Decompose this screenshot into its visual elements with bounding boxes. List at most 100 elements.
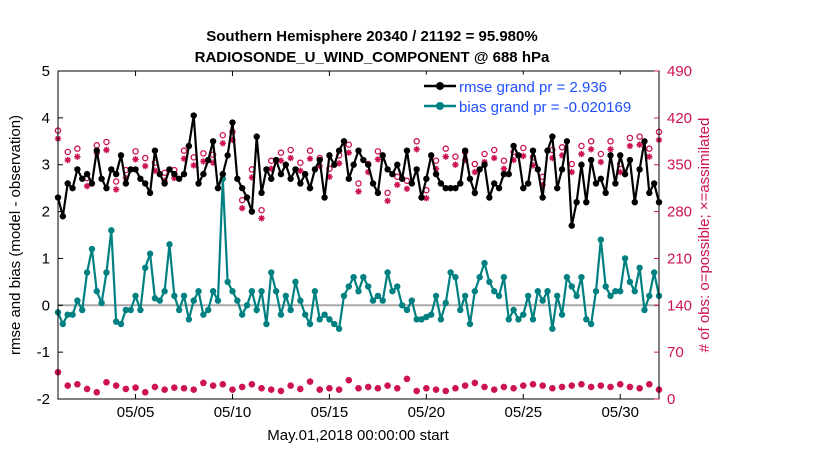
rmse-point — [200, 170, 207, 178]
bias-point — [428, 311, 435, 318]
obs-low-assimilated-marker — [539, 382, 546, 389]
bias-point — [132, 292, 139, 300]
rmse-point — [306, 184, 314, 192]
obs-low-assimilated-marker — [403, 375, 411, 383]
rmse-point — [554, 184, 561, 192]
bias-point — [277, 311, 285, 318]
y-tick-label: -1 — [37, 344, 50, 361]
rmse-point — [524, 180, 532, 187]
bias-point — [345, 283, 353, 290]
bias-point — [534, 288, 542, 295]
obs-possible-marker — [103, 138, 110, 146]
rmse-point — [185, 142, 193, 150]
rmse-point — [641, 138, 648, 145]
rmse-point — [74, 166, 81, 173]
rmse-point — [69, 184, 76, 192]
rmse-point — [529, 147, 537, 154]
bias-point — [617, 288, 624, 295]
obs-assimilated-marker — [529, 162, 537, 169]
obs-possible-marker — [626, 134, 634, 142]
bias-point — [442, 299, 449, 307]
rmse-point — [331, 161, 338, 168]
rmse-point — [437, 180, 445, 187]
obs-low-assimilated-marker — [64, 382, 71, 389]
bias-point — [398, 302, 406, 309]
obs-possible-marker — [558, 144, 566, 151]
obs-assimilated-marker — [558, 152, 566, 159]
obs-assimilated-marker — [103, 146, 110, 154]
obs-possible-marker — [442, 145, 449, 152]
bias-point — [636, 264, 643, 271]
obs-low-assimilated-marker — [568, 382, 575, 389]
bias-point — [374, 292, 382, 300]
rmse-point — [534, 166, 542, 173]
rmse-point — [457, 180, 464, 187]
rmse-point — [583, 199, 590, 206]
rmse-point — [374, 189, 382, 197]
obs-assimilated-marker — [248, 174, 256, 181]
rmse-point — [578, 161, 585, 168]
bias-point — [229, 288, 236, 295]
bias-point — [83, 269, 91, 276]
obs-possible-marker — [297, 159, 304, 166]
obs-assimilated-marker — [394, 181, 401, 188]
obs-assimilated-marker — [403, 185, 411, 193]
obs-possible-marker — [238, 196, 246, 204]
bias-point — [646, 292, 653, 300]
rmse-point — [132, 166, 139, 173]
y-right-tick-label: 70 — [667, 344, 684, 361]
plot-area — [58, 71, 659, 399]
bias-point — [88, 245, 96, 253]
bias-point — [253, 306, 260, 314]
bias-point — [486, 278, 493, 286]
rmse-point — [277, 170, 285, 178]
bias-point — [394, 283, 401, 290]
rmse-point — [263, 166, 270, 173]
obs-low-assimilated-marker — [452, 385, 459, 392]
x-axis-ticks: 05/05 05/10 05/15 05/20 05/25 05/30 — [117, 71, 639, 421]
rmse-point — [88, 180, 96, 187]
bias-point — [321, 311, 328, 318]
y-right-tick-label: 280 — [667, 204, 692, 221]
rmse-point — [282, 161, 289, 168]
rmse-point — [64, 180, 71, 187]
obs-assimilated-marker — [132, 156, 139, 163]
rmse-point — [360, 156, 367, 164]
bias-point — [335, 325, 343, 332]
x-tick-label: 05/30 — [601, 404, 639, 421]
rmse-point — [190, 112, 197, 119]
obs-low-assimilated-marker — [549, 385, 556, 392]
bias-point — [491, 288, 498, 295]
obs-possible-marker — [374, 148, 382, 155]
legend-rmse-marker — [436, 82, 444, 90]
rmse-point — [79, 175, 86, 182]
obs-low-assimilated-marker — [626, 383, 634, 391]
rmse-point — [161, 180, 168, 187]
bias-point — [190, 297, 197, 304]
bias-point — [495, 292, 503, 300]
obs-assimilated-marker — [607, 146, 614, 153]
rmse-point — [166, 166, 173, 173]
rmse-point — [394, 161, 401, 168]
chart-subtitle: RADIOSONDE_U_WIND_COMPONENT @ 688 hPa — [195, 49, 550, 66]
obs-assimilated-marker — [500, 165, 508, 172]
y-tick-label: 3 — [42, 157, 50, 174]
y-axis-left-label: rmse and bias (model - observation) — [7, 115, 24, 355]
bias-point — [272, 288, 280, 295]
obs-low-assimilated-marker — [248, 381, 256, 388]
bias-point — [350, 273, 357, 281]
bias-point — [641, 306, 648, 314]
bias-point — [389, 288, 396, 295]
bias-point — [166, 241, 173, 248]
obs-assimilated-marker — [491, 154, 498, 162]
rmse-point — [549, 133, 556, 140]
obs-low-assimilated-marker — [520, 382, 527, 389]
obs-possible-marker — [287, 146, 294, 154]
bias-point — [200, 311, 207, 318]
bias-point — [64, 311, 71, 318]
bias-point — [340, 292, 348, 300]
bias-point — [282, 292, 289, 300]
bias-point — [117, 320, 125, 328]
bias-point — [98, 299, 105, 307]
